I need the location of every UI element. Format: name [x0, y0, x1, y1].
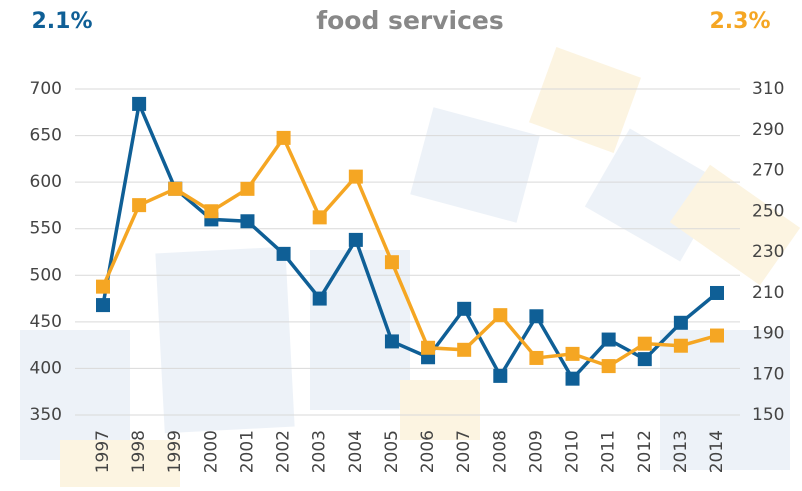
x-tick-label: 2014: [707, 430, 727, 473]
y2-tick-label: 230: [752, 242, 784, 262]
point-marker: [529, 309, 544, 324]
x-tick-label: 2011: [599, 430, 619, 473]
point-marker: [312, 210, 327, 225]
chart-title: food services: [316, 6, 504, 35]
point-marker: [601, 332, 616, 347]
x-tick-label: 1998: [129, 430, 149, 473]
point-marker: [168, 181, 183, 196]
y-tick-label: 700: [30, 79, 62, 99]
point-marker: [348, 232, 363, 247]
point-marker: [312, 291, 327, 306]
point-marker: [96, 279, 110, 294]
x-tick-label: 2004: [346, 430, 366, 473]
point-marker: [276, 130, 291, 145]
left-annotation: 2.1%: [31, 9, 92, 34]
point-marker: [132, 96, 147, 111]
point-marker: [421, 340, 436, 355]
x-tick-label: 2007: [454, 430, 474, 473]
point-marker: [240, 214, 255, 229]
y2-tick-label: 290: [752, 120, 784, 140]
y2-tick-label: 210: [752, 283, 784, 303]
y2-tick-label: 270: [752, 161, 784, 181]
y2-tick-label: 250: [752, 201, 784, 221]
x-tick-label: 2002: [274, 430, 294, 473]
x-tick-label: 2000: [201, 430, 221, 473]
y-tick-label: 350: [30, 405, 62, 425]
point-marker: [204, 204, 219, 219]
point-marker: [457, 342, 472, 357]
point-marker: [529, 350, 544, 365]
x-tick-label: 1997: [93, 430, 113, 473]
x-tick-label: 2013: [671, 430, 691, 473]
point-marker: [710, 328, 724, 343]
y-tick-label: 500: [30, 265, 62, 285]
x-tick-label: 2001: [237, 430, 257, 473]
point-marker: [601, 359, 616, 374]
point-marker: [348, 169, 363, 184]
x-tick-label: 2010: [563, 430, 583, 473]
point-marker: [637, 336, 652, 351]
point-marker: [565, 346, 580, 361]
x-tick-label: 1999: [165, 430, 185, 473]
x-tick-label: 2003: [310, 430, 330, 473]
y-tick-label: 400: [30, 358, 62, 378]
y2-tick-label: 170: [752, 364, 784, 384]
point-marker: [565, 371, 580, 386]
x-tick-label: 2006: [418, 430, 438, 473]
point-marker: [493, 368, 508, 383]
point-marker: [240, 181, 255, 196]
point-marker: [96, 298, 110, 313]
x-tick-label: 2012: [635, 430, 655, 473]
x-tick-label: 2008: [490, 430, 510, 473]
y-tick-label: 450: [30, 312, 62, 332]
y2-tick-label: 190: [752, 324, 784, 344]
point-marker: [673, 338, 688, 353]
point-marker: [493, 308, 508, 323]
x-tick-label: 2009: [526, 430, 546, 473]
y2-tick-label: 310: [752, 79, 784, 99]
right-annotation: 2.3%: [709, 9, 770, 34]
point-marker: [132, 198, 147, 213]
x-tick-label: 2005: [382, 430, 402, 473]
point-marker: [637, 352, 652, 367]
point-marker: [457, 301, 472, 316]
y-tick-label: 650: [30, 126, 62, 146]
point-marker: [673, 315, 688, 330]
y-tick-label: 600: [30, 172, 62, 192]
point-marker: [384, 255, 399, 270]
y2-tick-label: 150: [752, 405, 784, 425]
point-marker: [710, 285, 724, 300]
point-marker: [384, 334, 399, 349]
point-marker: [276, 246, 291, 261]
y-tick-label: 550: [30, 219, 62, 239]
